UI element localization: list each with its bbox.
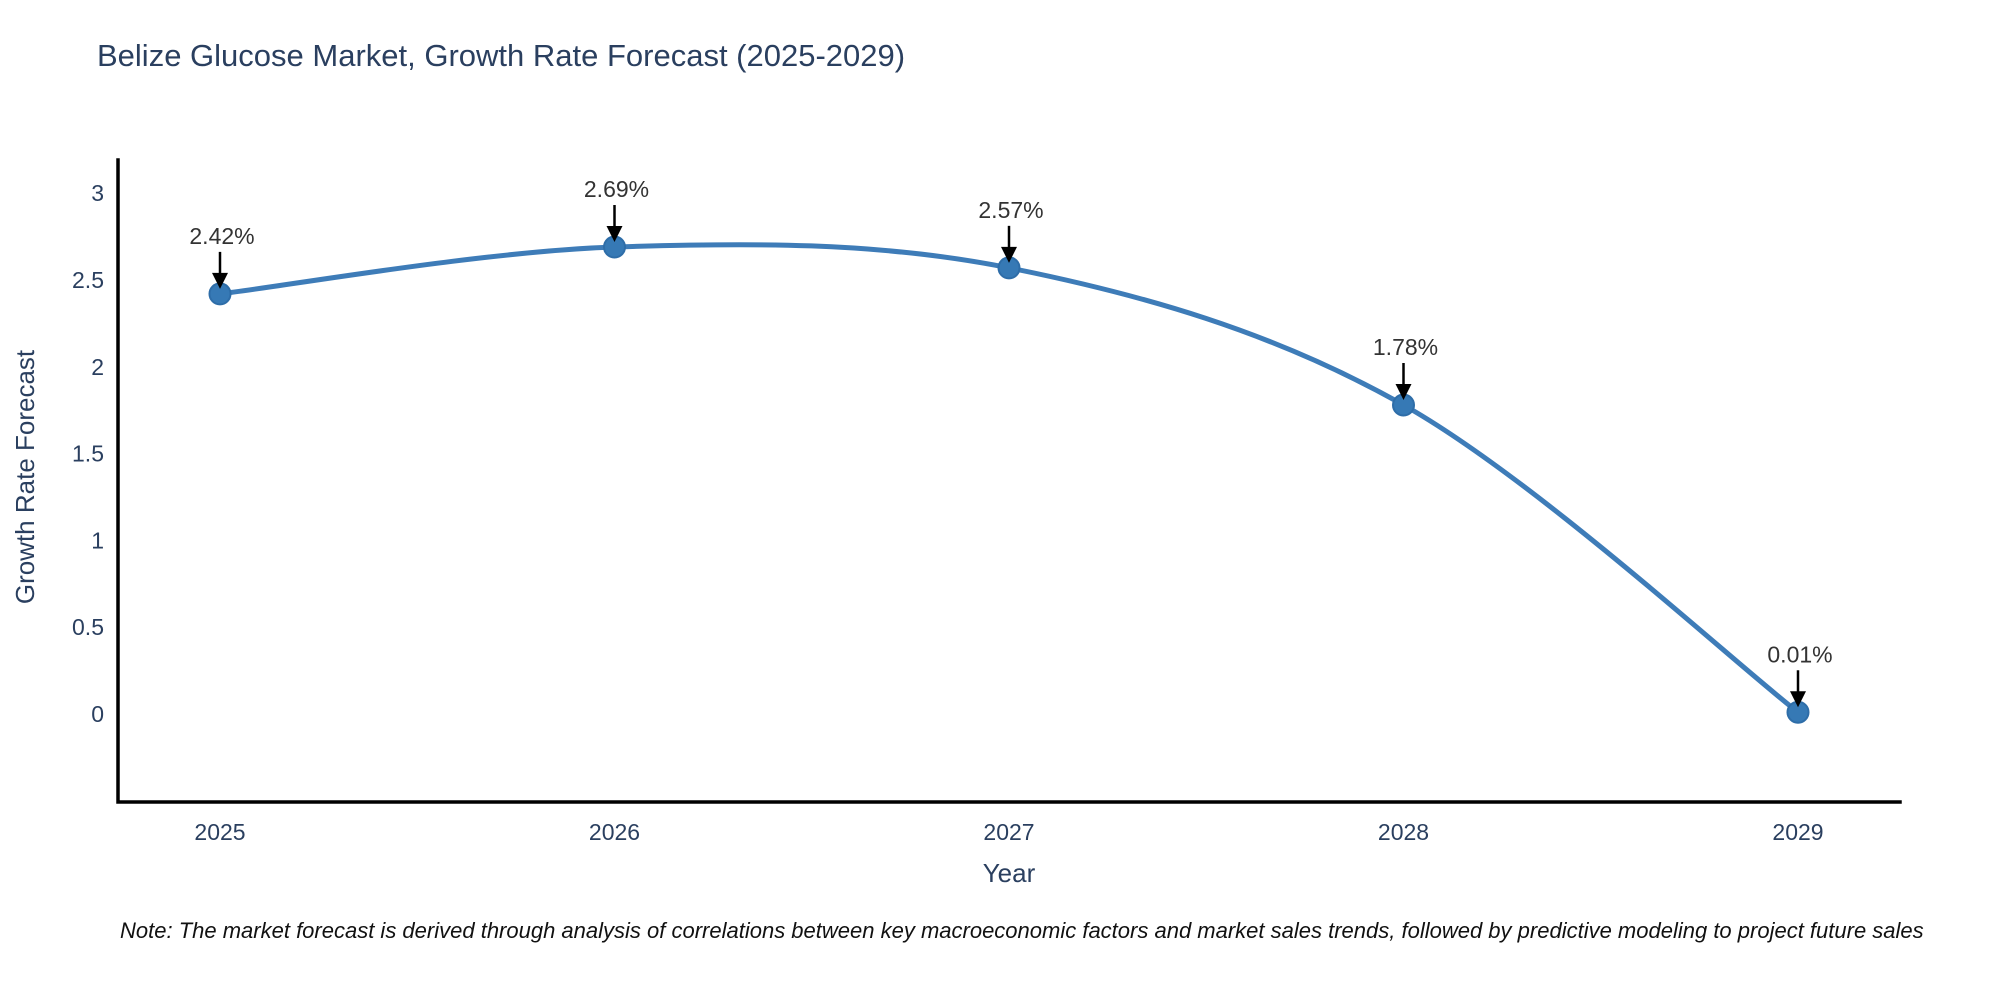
annotation: 1.78% [1373,334,1438,400]
annotation-arrow-head [212,272,228,289]
annotation: 2.57% [978,197,1044,263]
y-tick-label: 3 [91,180,104,206]
x-tick-label: 2026 [589,819,640,845]
x-tick-label: 2027 [983,819,1034,845]
data-point-markers [208,235,1810,724]
annotation-arrow-head [606,226,623,243]
annotation: 0.01% [1767,641,1833,708]
x-axis-tick-labels: 2025 2026 2027 2028 2029 [194,819,1823,845]
point-annotations: 2.42% 2.69% 2.57% 1.78% 0.01% [189,176,1833,708]
footnote: Note: The market forecast is derived thr… [120,918,1924,943]
annotation-label: 2.69% [584,176,649,202]
x-tick-label: 2028 [1378,819,1429,845]
y-tick-label: 1.5 [72,441,104,467]
y-axis-title: Growth Rate Forecast [10,349,40,604]
annotation-label: 2.57% [978,197,1043,223]
trend-line [217,242,1801,715]
annotation-arrow-head [1001,246,1017,263]
x-tick-label: 2029 [1772,819,1823,845]
y-tick-label: 2 [91,354,104,380]
y-tick-label: 0 [91,701,104,727]
annotation-label: 0.01% [1767,641,1832,667]
plot-area: 0 0.5 1 1.5 2 2.5 3 2025 2026 2027 2028 2029 2.42%… [10,158,1902,888]
y-tick-label: 2.5 [72,267,104,293]
annotation-arrow-head [1790,691,1806,708]
annotation-label: 2.42% [189,223,254,249]
x-tick-label: 2025 [194,819,245,845]
x-axis-title: Year [983,858,1036,888]
y-axis-tick-labels: 0 0.5 1 1.5 2 2.5 3 [72,180,104,727]
y-tick-label: 0.5 [72,614,104,640]
chart-title: Belize Glucose Market, Growth Rate Forec… [97,38,906,73]
annotation-arrow-head [1395,383,1412,400]
y-tick-label: 1 [91,527,104,553]
axis-lines [116,158,1902,804]
annotation: 2.69% [584,176,649,243]
annotation: 2.42% [189,223,255,289]
annotation-label: 1.78% [1373,334,1438,360]
